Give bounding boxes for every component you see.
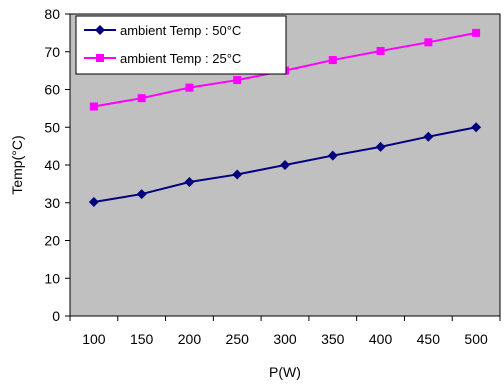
legend-box [75,15,287,75]
y-tick-label: 40 [44,157,60,173]
data-point [471,122,482,133]
data-point [232,169,243,180]
data-point [280,160,290,170]
data-point [327,150,338,161]
x-tick-label: 350 [321,331,345,347]
y-tick-label: 30 [44,195,60,211]
data-point [137,94,146,103]
data-point [89,102,98,111]
x-tick-label: 500 [464,331,488,347]
data-point [88,196,99,207]
data-point [423,131,434,142]
y-tick-label: 50 [44,119,60,135]
data-point [185,83,194,92]
y-tick-label: 60 [44,82,60,98]
x-tick-label: 250 [226,331,250,347]
y-tick-label: 20 [44,233,60,249]
x-tick-label: 100 [82,331,106,347]
data-point [184,176,195,187]
x-tick-label: 400 [369,331,393,347]
data-point [233,76,242,85]
x-tick-label: 300 [273,331,297,347]
data-point [376,46,385,55]
y-tick-label: 70 [44,44,60,60]
legend-label-1: ambient Temp : 50°C [120,23,241,38]
x-axis: 100 150 200 250 300 350 400 450 500 [69,316,501,347]
y-axis: 0 10 20 30 40 50 60 70 80 [44,6,70,324]
legend: ambient Temp : 50°C ambient Temp : 25°C [75,15,287,75]
x-tick-label: 150 [130,331,154,347]
legend-marker-2 [96,54,104,62]
y-axis-label: Temp(°C) [9,135,25,194]
y-tick-label: 80 [44,6,60,22]
data-point [136,189,147,200]
legend-marker-1 [95,25,105,35]
legend-label-2: ambient Temp : 25°C [120,51,241,66]
y-tick-label: 10 [44,270,60,286]
data-point [328,56,337,65]
x-axis-label: P(W) [269,364,301,380]
x-tick-label: 450 [417,331,441,347]
data-point [375,141,386,152]
y-tick-label: 0 [52,308,60,324]
x-tick-label: 200 [178,331,202,347]
data-point [424,38,433,47]
data-point [472,28,481,37]
